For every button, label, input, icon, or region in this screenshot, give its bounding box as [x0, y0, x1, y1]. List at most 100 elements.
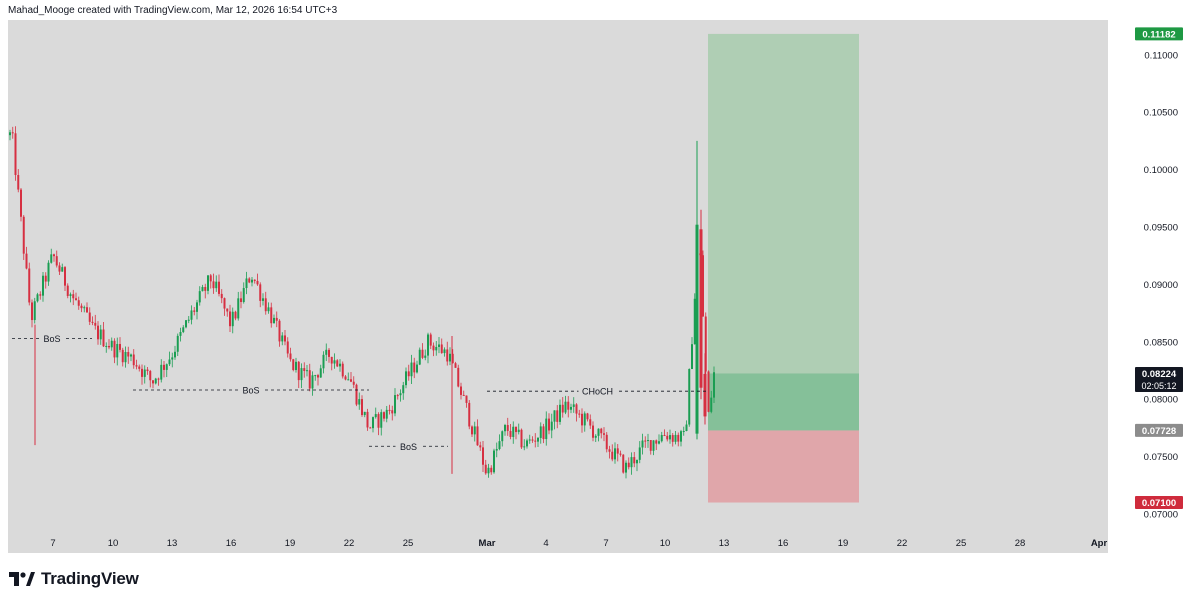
entry-price-label: 0.07728: [1142, 426, 1176, 437]
price-tick-label: 0.10000: [1144, 165, 1178, 176]
structure-label-bg: [39, 332, 65, 345]
candle-body: [83, 307, 86, 309]
candle-body: [691, 344, 693, 370]
candle-body: [369, 427, 372, 429]
price-tick-label: 0.07000: [1144, 510, 1178, 521]
candle-body: [534, 440, 537, 442]
candle-body: [605, 434, 608, 450]
tradingview-logo-text: TradingView: [41, 569, 139, 588]
candle-body: [603, 433, 605, 435]
candle-body: [633, 457, 636, 464]
plot-area[interactable]: [8, 20, 1108, 553]
candle-body: [396, 395, 399, 397]
candle-body: [28, 268, 31, 303]
candle-body: [520, 429, 523, 448]
candle-body: [163, 364, 165, 370]
candle-body: [292, 359, 295, 371]
candle-body: [671, 435, 674, 442]
candle-body: [88, 312, 91, 322]
time-tick-label: Mar: [479, 538, 496, 549]
candle-body: [91, 321, 94, 323]
candle-body: [94, 322, 97, 326]
candle-body: [600, 428, 603, 434]
candle-body: [39, 294, 42, 296]
candle-body: [267, 307, 270, 312]
candle-body: [630, 457, 633, 468]
candle-body: [674, 434, 677, 442]
structure-label: BoS: [400, 442, 417, 452]
candle-body: [680, 431, 682, 442]
time-tick-label: 10: [660, 538, 671, 549]
candle-body: [597, 428, 600, 436]
candle-body: [647, 440, 649, 442]
candle-body: [542, 426, 545, 440]
candle-body: [135, 365, 138, 367]
candle-body: [297, 361, 300, 381]
candle-body: [264, 298, 267, 312]
candle-body: [322, 354, 325, 369]
candle-body: [438, 344, 440, 347]
candle-body: [402, 385, 405, 394]
candle-body: [273, 317, 275, 324]
time-tick-label: 19: [838, 538, 849, 549]
structure-label-bg: [395, 440, 422, 453]
candle-body: [281, 335, 284, 342]
candle-body: [201, 286, 204, 292]
candle-body: [179, 332, 182, 336]
candle-body: [53, 254, 55, 257]
time-tick-label: 28: [1015, 538, 1026, 549]
time-tick-label: 22: [897, 538, 908, 549]
structure-label-bg: [238, 384, 264, 397]
candle-body: [319, 368, 322, 378]
entry-price-label-bg: [1135, 423, 1183, 437]
candle-body: [182, 327, 185, 333]
candle-body: [553, 410, 556, 422]
candle-body: [352, 381, 355, 385]
candle-body: [119, 343, 121, 350]
candle-body: [303, 368, 306, 371]
candle-body: [446, 349, 449, 362]
candle-body: [427, 334, 429, 356]
candle-body: [526, 440, 528, 447]
time-tick-label: 25: [956, 538, 967, 549]
candle-body: [341, 363, 344, 377]
candle-body: [61, 267, 64, 272]
chart-attribution: Mahad_Mooge created with TradingView.com…: [8, 5, 338, 16]
candle-body: [138, 366, 141, 369]
candle-body: [132, 354, 135, 366]
candle-body: [454, 363, 457, 368]
candle-body: [479, 445, 482, 448]
tradingview-logo[interactable]: TradingView: [9, 569, 139, 589]
candle-body: [229, 311, 231, 327]
candle-body: [506, 424, 509, 431]
time-tick-label: 19: [285, 538, 296, 549]
candle-body: [460, 386, 462, 395]
candle-body: [218, 281, 220, 294]
countdown-label: 02:05:12: [1141, 381, 1176, 391]
candle-body: [517, 429, 520, 433]
structure-label: BoS: [242, 386, 259, 396]
candle-body: [649, 440, 652, 451]
candle-body: [490, 467, 493, 473]
candle-body: [652, 440, 655, 451]
candle-body: [330, 356, 333, 364]
candle-body: [457, 367, 460, 387]
candle-body: [374, 414, 377, 418]
candle-body: [388, 409, 391, 411]
candle-body: [300, 368, 303, 381]
candle-body: [64, 267, 66, 286]
price-tick-label: 0.09000: [1144, 280, 1178, 291]
candle-body: [677, 434, 680, 442]
candle-body: [594, 435, 597, 438]
candle-body: [196, 302, 198, 312]
candle-body: [146, 369, 149, 372]
candle-body: [410, 362, 413, 377]
candle-body: [627, 462, 630, 468]
candle-body: [710, 397, 713, 412]
candle-body: [240, 298, 242, 302]
candle-body: [465, 395, 468, 403]
candle-body: [25, 253, 28, 269]
candle-body: [413, 362, 416, 373]
candle-body: [660, 435, 663, 442]
